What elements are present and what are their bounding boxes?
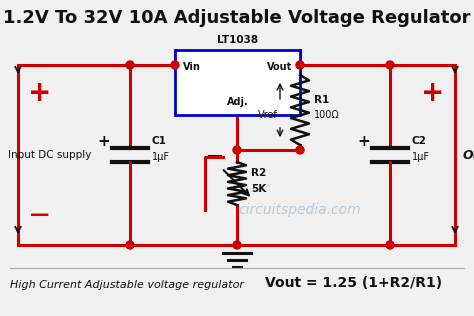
Text: C1: C1: [152, 136, 167, 146]
Circle shape: [296, 146, 304, 154]
Text: Vout: Vout: [267, 62, 292, 72]
Circle shape: [126, 241, 134, 249]
Circle shape: [233, 241, 241, 249]
Text: Input DC supply: Input DC supply: [8, 150, 91, 160]
Text: 5K: 5K: [251, 184, 266, 193]
Text: R1: R1: [314, 95, 329, 105]
Text: circuitspedia.com: circuitspedia.com: [239, 203, 361, 217]
Text: Output: Output: [463, 149, 474, 161]
Text: 1.2V To 32V 10A Adjustable Voltage Regulator: 1.2V To 32V 10A Adjustable Voltage Regul…: [3, 9, 471, 27]
Text: +: +: [28, 79, 52, 107]
Text: R2: R2: [251, 168, 266, 179]
Circle shape: [171, 61, 179, 69]
Text: +: +: [98, 133, 110, 149]
Circle shape: [296, 61, 304, 69]
Circle shape: [126, 61, 134, 69]
Circle shape: [386, 61, 394, 69]
Text: LT1038: LT1038: [217, 35, 258, 45]
Text: 1μF: 1μF: [412, 152, 430, 162]
Text: 1μF: 1μF: [152, 152, 170, 162]
Circle shape: [386, 241, 394, 249]
Text: C2: C2: [412, 136, 427, 146]
Text: +: +: [421, 79, 445, 107]
Text: Adj.: Adj.: [227, 97, 248, 107]
Bar: [175, 50, 300, 115]
Text: Vref: Vref: [258, 110, 278, 120]
Circle shape: [233, 146, 241, 154]
Text: Vout = 1.25 (1+R2/R1): Vout = 1.25 (1+R2/R1): [265, 276, 442, 290]
Text: Vin: Vin: [183, 62, 201, 72]
Text: 100Ω: 100Ω: [314, 110, 340, 120]
Text: —: —: [30, 205, 50, 224]
Text: +: +: [357, 133, 370, 149]
Text: High Current Adjustable voltage regulator: High Current Adjustable voltage regulato…: [10, 280, 244, 290]
